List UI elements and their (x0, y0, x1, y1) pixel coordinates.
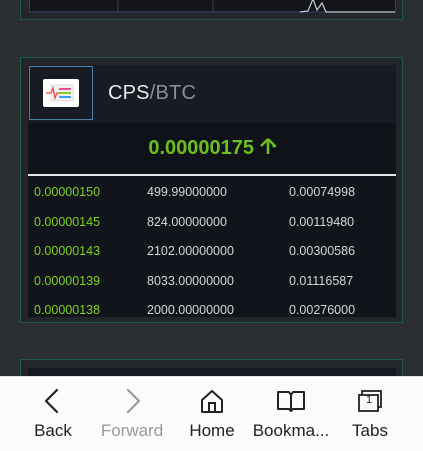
back-label: Back (34, 421, 72, 440)
last-price: 0.00000175 (28, 137, 396, 160)
last-price-value: 0.00000175 (148, 137, 255, 159)
pair-title: CPS/BTC (108, 82, 196, 105)
divider (28, 174, 396, 176)
home-label: Home (189, 421, 235, 440)
back-button[interactable]: Back (21, 377, 85, 451)
order-row: 0.00000139 8033.00000000 0.01116587 (28, 266, 396, 296)
market-card-body: CPS/BTC 0.00000175 0.00000150 499.990000… (28, 65, 396, 317)
order-row: 0.00000145 824.00000000 0.00119480 (28, 207, 396, 237)
chart-card (20, 0, 403, 20)
arrow-up-icon (259, 137, 278, 159)
order-price: 0.00000150 (34, 185, 101, 199)
tabs-icon (358, 390, 382, 412)
market-card[interactable]: CPS/BTC 0.00000175 0.00000150 499.990000… (20, 57, 403, 323)
last-price-row: 0.00000175 (28, 123, 396, 174)
order-amount: 499.99000000 (147, 185, 227, 199)
order-amount: 2102.00000000 (147, 244, 234, 258)
order-price: 0.00000138 (34, 303, 101, 317)
order-total: 0.00119480 (289, 214, 355, 229)
coin-logo-icon (43, 79, 79, 107)
chevron-right-icon (126, 388, 141, 414)
order-amount: 8033.00000000 (147, 273, 234, 288)
pair-quote: BTC (155, 82, 197, 104)
order-price: 0.00000143 (34, 244, 101, 258)
tabs-label: Tabs (352, 421, 388, 440)
order-book: 0.00000150 499.99000000 0.00074998 0.000… (28, 177, 396, 325)
pair-base: CPS (108, 82, 150, 104)
bookmarks-label: Bookma... (252, 421, 330, 440)
order-total: 0.00276000 (289, 303, 356, 317)
order-row: 0.00000150 499.99000000 0.00074998 (28, 177, 396, 207)
order-amount: 2000.00000000 (147, 303, 234, 317)
home-button[interactable]: Home (182, 377, 242, 451)
order-amount: 824.00000000 (147, 214, 227, 229)
order-price: 0.00000145 (34, 214, 101, 229)
pair-separator: / (149, 82, 156, 104)
mini-chart (29, 0, 396, 13)
tabs-count: 1 (365, 394, 373, 406)
home-icon (201, 390, 223, 413)
order-total: 0.00074998 (289, 185, 356, 199)
coin-logo (29, 66, 93, 120)
browser-bottom-bar: Back Forward Home Bookma... 1 Tabs (0, 376, 423, 451)
forward-label: Forward (100, 421, 164, 440)
order-total: 0.00300586 (289, 244, 356, 258)
order-total: 0.01116587 (289, 273, 354, 288)
pair-header: CPS/BTC (28, 65, 396, 124)
tabs-button[interactable]: 1 Tabs (342, 377, 398, 451)
order-row: 0.00000143 2102.00000000 0.00300586 (28, 236, 396, 266)
order-price: 0.00000139 (34, 273, 101, 288)
bookmarks-button[interactable]: Bookma... (252, 377, 330, 451)
forward-button[interactable]: Forward (96, 377, 168, 451)
bookmarks-icon (277, 391, 305, 412)
chevron-left-icon (44, 388, 59, 414)
order-row: 0.00000138 2000.00000000 0.00276000 (28, 295, 396, 325)
